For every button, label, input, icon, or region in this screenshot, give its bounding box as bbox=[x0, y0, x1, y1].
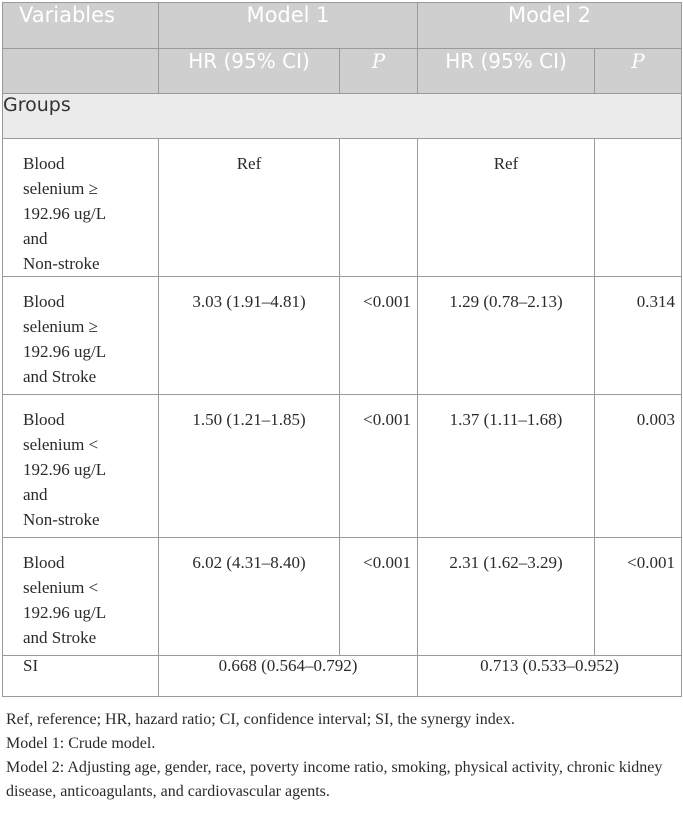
model2-p-cell bbox=[594, 138, 682, 277]
model1-hr-cell: Ref bbox=[158, 138, 340, 277]
row-label-line: and bbox=[23, 229, 48, 248]
model2-hr-cell: 1.29 (0.78–2.13) bbox=[417, 276, 595, 395]
variables-header: Variables bbox=[2, 2, 159, 49]
row-label-line: and Stroke bbox=[23, 628, 97, 647]
row-label-line: Blood bbox=[23, 154, 65, 173]
model2-hr-cell: Ref bbox=[417, 138, 595, 277]
table-footnotes: Ref, reference; HR, hazard ratio; CI, co… bbox=[6, 708, 678, 804]
model1-hr-header: HR (95% CI) bbox=[158, 48, 340, 94]
header-row-2: HR (95% CI) P HR (95% CI) P bbox=[2, 48, 682, 94]
model1-hr-cell: 1.50 (1.21–1.85) bbox=[158, 394, 340, 538]
row-label-line: selenium < bbox=[23, 435, 99, 454]
si-model2-value: 0.713 (0.533–0.952) bbox=[417, 655, 682, 697]
row-label-line: Blood bbox=[23, 292, 65, 311]
empty-header-cell bbox=[2, 48, 159, 94]
si-label: SI bbox=[2, 655, 159, 697]
model2-hr-cell: 2.31 (1.62–3.29) bbox=[417, 537, 595, 656]
model1-hr-cell: 6.02 (4.31–8.40) bbox=[158, 537, 340, 656]
model1-header: Model 1 bbox=[158, 2, 418, 49]
row-label: Blood selenium ≥ 192.96 ug/L and Non-str… bbox=[2, 138, 159, 277]
row-label-line: 192.96 ug/L bbox=[23, 204, 107, 223]
row-label: Blood selenium ≥ 192.96 ug/L and Stroke bbox=[2, 276, 159, 395]
model1-p-cell: <0.001 bbox=[339, 276, 418, 395]
row-label-line: selenium ≥ bbox=[23, 317, 98, 336]
row-label: Blood selenium < 192.96 ug/L and Stroke bbox=[2, 537, 159, 656]
model2-hr-header: HR (95% CI) bbox=[417, 48, 595, 94]
row-label-line: and Stroke bbox=[23, 367, 97, 386]
table-row: Blood selenium < 192.96 ug/L and Non-str… bbox=[2, 394, 682, 538]
row-label-line: 192.96 ug/L bbox=[23, 342, 107, 361]
model1-hr-cell: 3.03 (1.91–4.81) bbox=[158, 276, 340, 395]
section-groups-label: Groups bbox=[2, 93, 682, 139]
row-label-line: Non-stroke bbox=[23, 254, 100, 273]
model1-p-cell bbox=[339, 138, 418, 277]
row-label-line: Non-stroke bbox=[23, 510, 100, 529]
table-row: Blood selenium ≥ 192.96 ug/L and Stroke … bbox=[2, 276, 682, 395]
row-label: Blood selenium < 192.96 ug/L and Non-str… bbox=[2, 394, 159, 538]
row-label-line: selenium < bbox=[23, 578, 99, 597]
model2-p-cell: <0.001 bbox=[594, 537, 682, 656]
model1-p-cell: <0.001 bbox=[339, 394, 418, 538]
si-row: SI 0.668 (0.564–0.792) 0.713 (0.533–0.95… bbox=[2, 655, 682, 697]
footnote-model2: Model 2: Adjusting age, gender, race, po… bbox=[6, 759, 663, 800]
results-table: Variables Model 1 Model 2 HR (95% CI) P … bbox=[2, 2, 682, 697]
si-model1-value: 0.668 (0.564–0.792) bbox=[158, 655, 418, 697]
row-label-line: and bbox=[23, 485, 48, 504]
row-label-line: selenium ≥ bbox=[23, 179, 98, 198]
model1-p-cell: <0.001 bbox=[339, 537, 418, 656]
row-label-line: 192.96 ug/L bbox=[23, 603, 107, 622]
table-row: Blood selenium < 192.96 ug/L and Stroke … bbox=[2, 537, 682, 656]
table-row: Blood selenium ≥ 192.96 ug/L and Non-str… bbox=[2, 138, 682, 277]
row-label-line: Blood bbox=[23, 410, 65, 429]
model2-p-cell: 0.314 bbox=[594, 276, 682, 395]
row-label-line: Blood bbox=[23, 553, 65, 572]
row-label-line: 192.96 ug/L bbox=[23, 460, 107, 479]
model2-p-header: P bbox=[594, 48, 682, 94]
footnote-model1: Model 1: Crude model. bbox=[6, 735, 156, 752]
model2-hr-cell: 1.37 (1.11–1.68) bbox=[417, 394, 595, 538]
model2-header: Model 2 bbox=[417, 2, 682, 49]
section-row: Groups bbox=[2, 93, 682, 139]
footnote-abbreviations: Ref, reference; HR, hazard ratio; CI, co… bbox=[6, 711, 515, 728]
model1-p-header: P bbox=[339, 48, 418, 94]
header-row-1: Variables Model 1 Model 2 bbox=[2, 2, 682, 49]
model2-p-cell: 0.003 bbox=[594, 394, 682, 538]
